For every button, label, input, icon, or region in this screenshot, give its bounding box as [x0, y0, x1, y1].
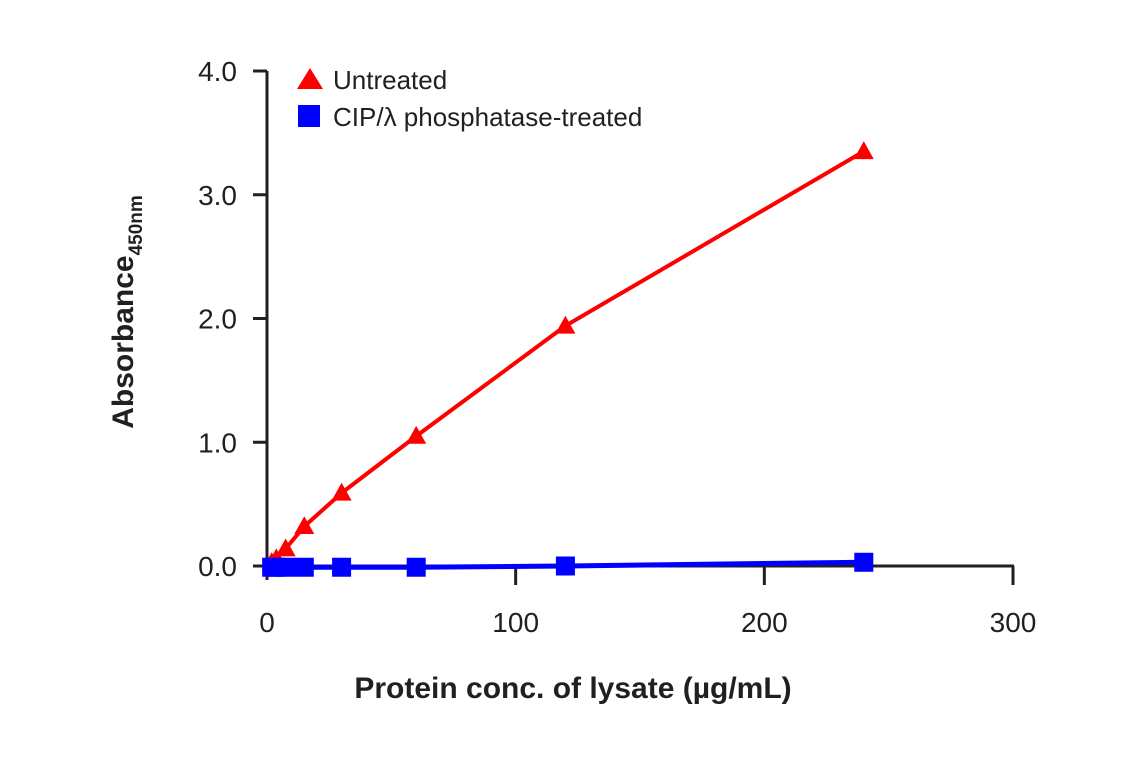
y-tick-label: 1.0 [198, 427, 237, 458]
y-axis-title-subscript: 450nm [126, 195, 147, 255]
legend-square-marker [298, 105, 320, 127]
legend-label-treated: CIP/λ phosphatase-treated [333, 102, 642, 132]
x-tick-label: 200 [741, 607, 788, 638]
x-tick-label: 100 [492, 607, 539, 638]
data-point-triangle [406, 425, 427, 444]
series-treated [262, 552, 874, 577]
series-untreated [261, 141, 874, 570]
x-tick-label: 0 [259, 607, 275, 638]
data-point-triangle [555, 315, 576, 334]
legend: Untreated CIP/λ phosphatase-treated [297, 65, 642, 132]
data-point-square [332, 557, 352, 577]
legend-item-treated: CIP/λ phosphatase-treated [298, 102, 642, 132]
legend-label-untreated: Untreated [333, 65, 447, 95]
series-line [270, 149, 865, 564]
x-axis-title: Protein conc. of lysate (µg/mL) [354, 672, 791, 705]
data-point-triangle [275, 538, 296, 557]
y-tick-label: 0.0 [198, 551, 237, 582]
y-tick-label: 2.0 [198, 304, 237, 335]
y-axis-title: Absorbance450nm [107, 195, 147, 429]
data-point-square [854, 552, 874, 572]
x-ticks: 0 100 200 300 [259, 566, 1036, 638]
y-ticks: 0.0 1.0 2.0 3.0 4.0 [198, 56, 267, 582]
axes [253, 71, 1014, 580]
data-point-triangle [853, 141, 874, 160]
y-tick-label: 3.0 [198, 180, 237, 211]
x-tick-label: 300 [990, 607, 1037, 638]
y-axis-title-main: Absorbance [107, 255, 140, 428]
data-point-triangle [331, 482, 352, 501]
series-layer [261, 141, 874, 577]
data-point-triangle [294, 516, 315, 535]
legend-item-untreated: Untreated [297, 65, 447, 95]
data-point-square [406, 557, 426, 577]
y-tick-label: 4.0 [198, 56, 237, 87]
data-point-square [294, 557, 314, 577]
data-point-square [555, 556, 575, 576]
data-point-square [276, 557, 296, 577]
legend-triangle-marker [297, 68, 323, 89]
